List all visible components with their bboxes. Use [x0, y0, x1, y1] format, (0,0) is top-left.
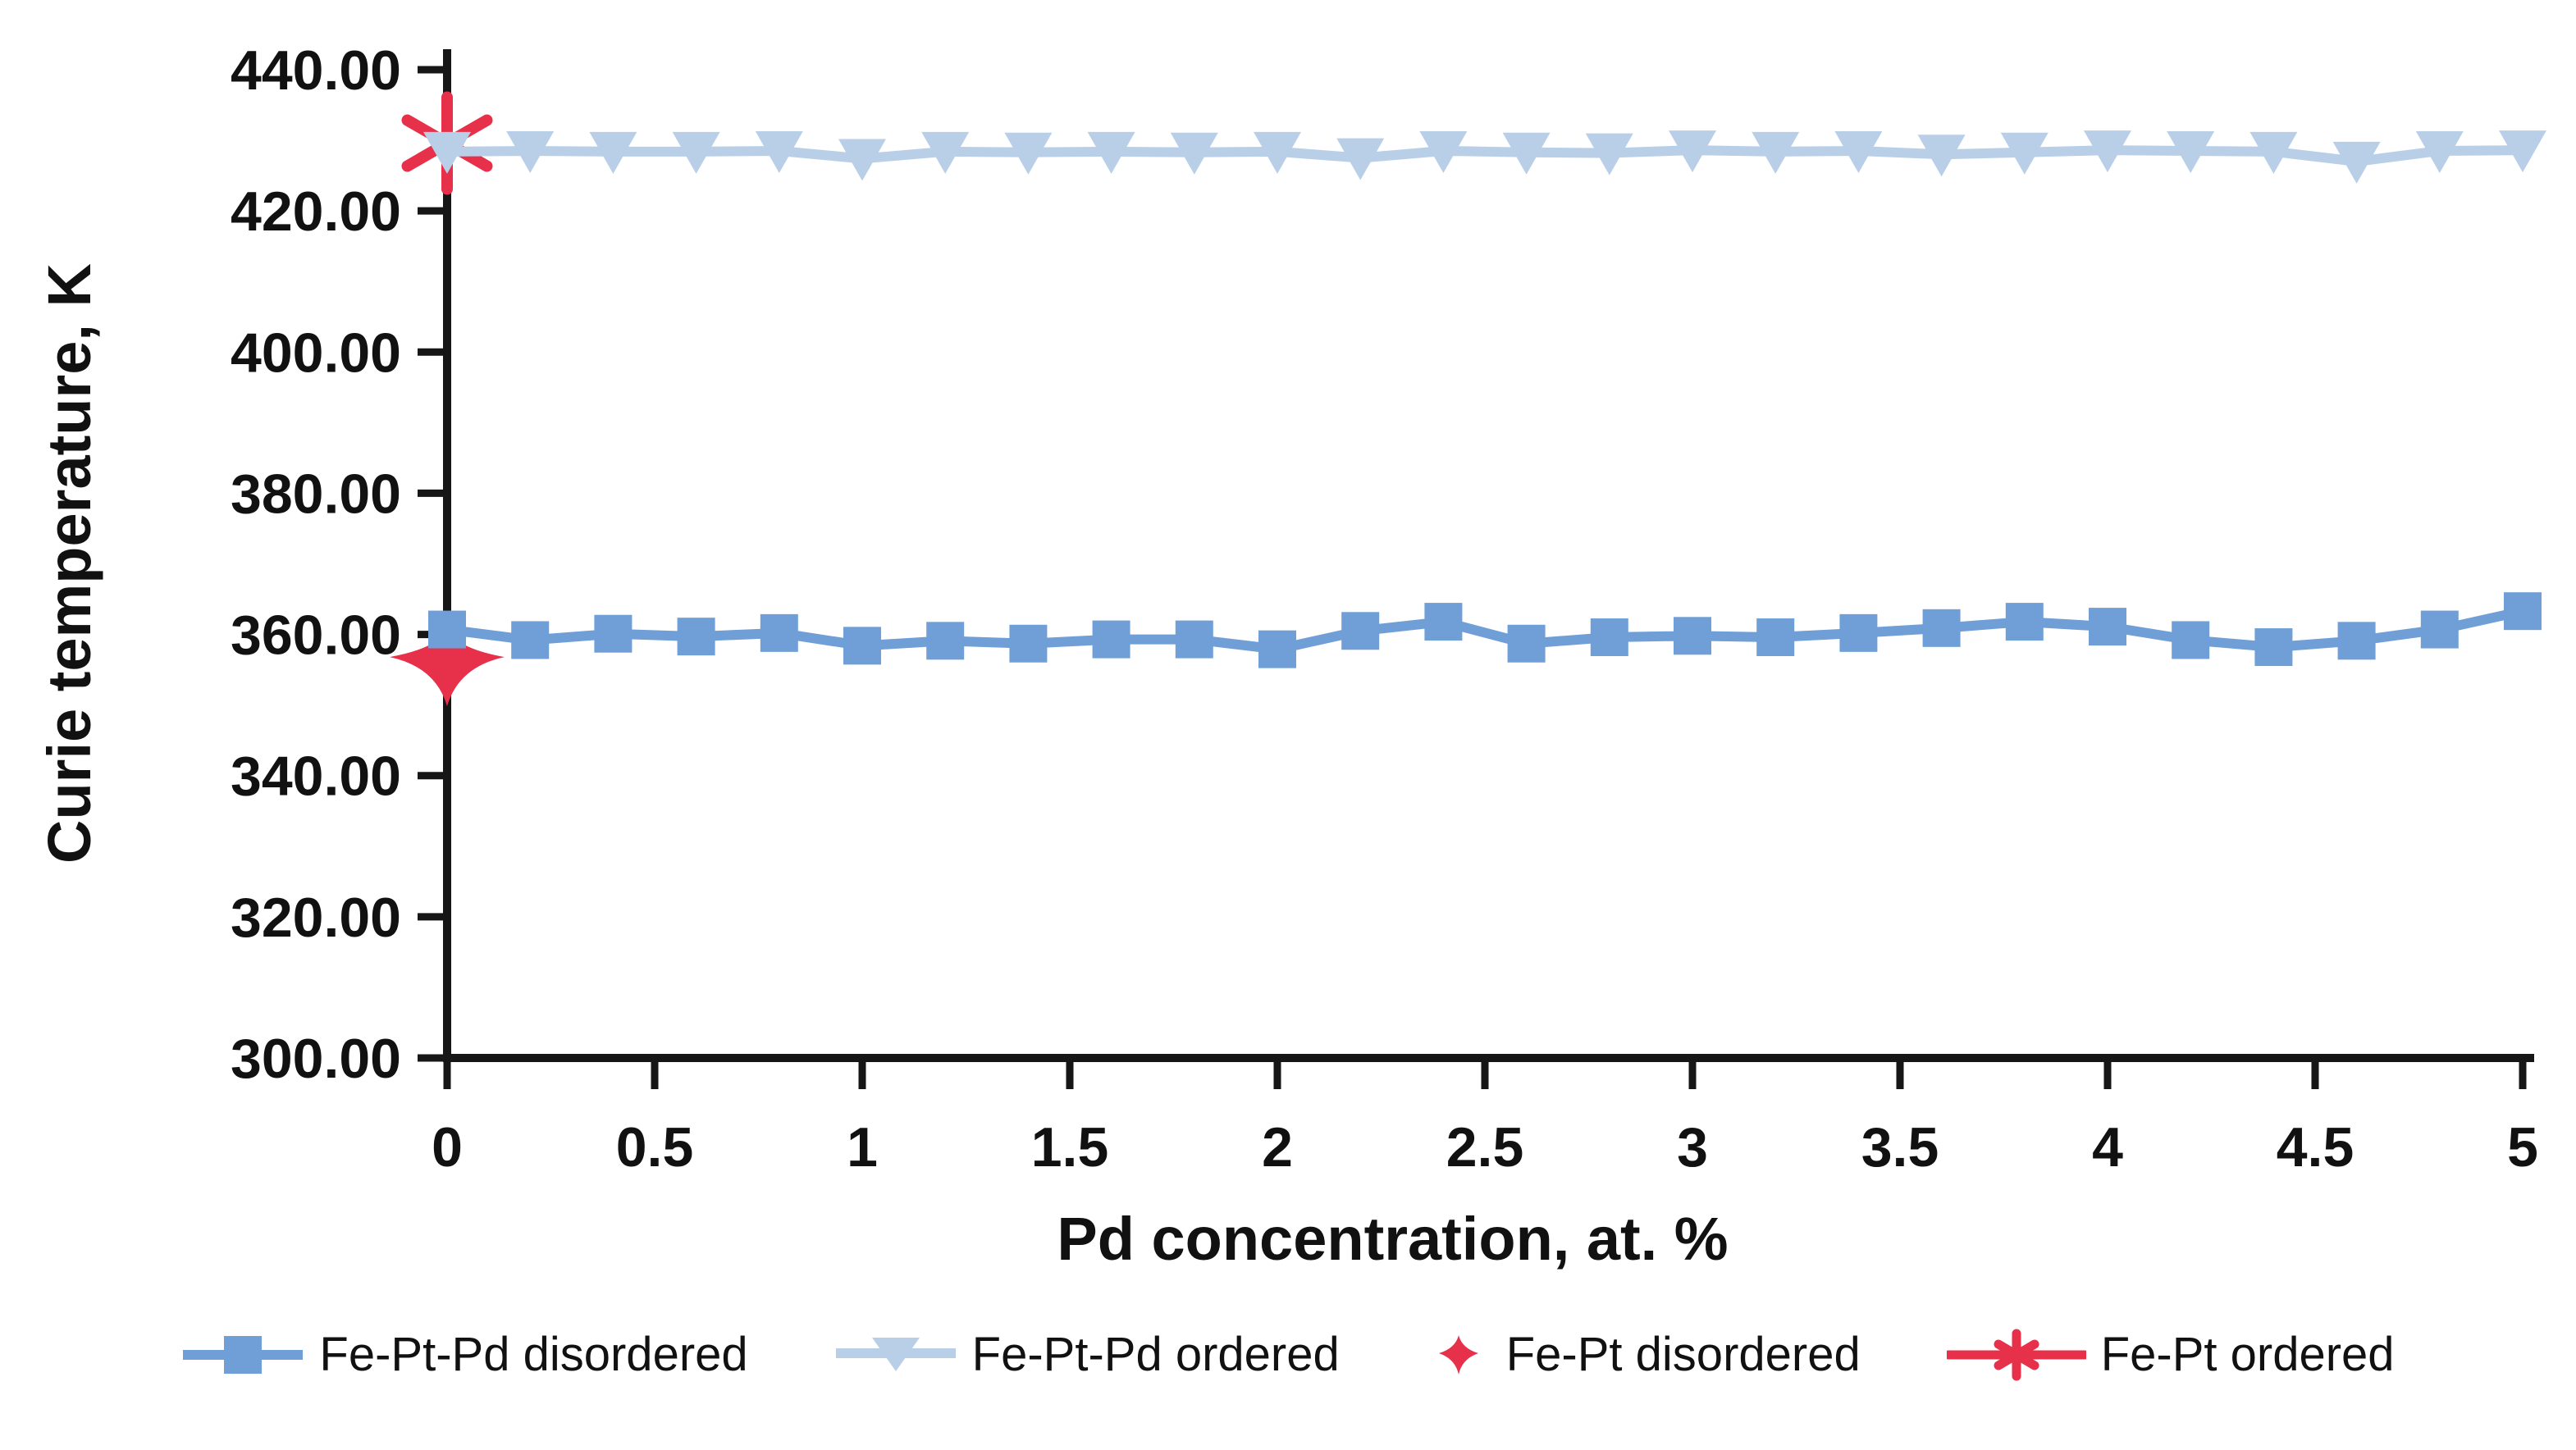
data-point-marker — [2005, 603, 2044, 641]
legend-marker-triangle-down-icon — [835, 1337, 956, 1371]
legend-item-fe-pt-pd-disordered: Fe-Pt-Pd disordered — [181, 1327, 748, 1382]
data-point-marker — [2504, 592, 2542, 631]
data-point-marker — [2415, 130, 2464, 173]
data-point-marker — [1258, 630, 1296, 668]
y-tick-label: 360.00 — [231, 604, 401, 667]
data-point-marker — [1585, 133, 1633, 176]
legend: Fe-Pt-Pd disordered Fe-Pt-Pd ordered Fe-… — [0, 1327, 2576, 1382]
data-point-marker — [2172, 621, 2210, 659]
x-tick-label: 0.5 — [616, 1116, 694, 1179]
legend-item-fe-pt-pd-ordered: Fe-Pt-Pd ordered — [834, 1327, 1340, 1382]
data-point-marker — [1917, 135, 1966, 177]
y-tick-label: 340.00 — [231, 746, 401, 808]
data-point-marker — [594, 614, 633, 653]
data-point-marker — [1669, 130, 1716, 173]
y-tick-label: 300.00 — [231, 1028, 401, 1090]
data-point-marker — [1424, 603, 1463, 641]
data-point-marker — [926, 622, 965, 660]
data-point-marker — [2084, 130, 2131, 173]
x-tick-label: 4 — [2092, 1116, 2123, 1179]
x-tick-label: 3.5 — [1861, 1116, 1939, 1179]
series-fe-pt-pd-ordered — [423, 130, 2546, 184]
data-point-marker — [1087, 131, 1135, 174]
data-point-marker — [1834, 130, 1883, 173]
x-tick-label: 4.5 — [2277, 1116, 2354, 1179]
data-point-marker — [677, 618, 715, 656]
x-tick-label: 2.5 — [1446, 1116, 1524, 1179]
data-point-marker — [1341, 612, 1380, 650]
data-point-marker — [511, 621, 550, 659]
legend-marker-square-icon — [183, 1335, 304, 1374]
y-axis-title: Curie temperature, K — [35, 263, 103, 864]
data-point-marker — [2420, 610, 2459, 649]
data-point-marker — [1502, 132, 1551, 175]
x-tick-label: 3 — [1677, 1116, 1708, 1179]
data-point-marker — [1170, 132, 1218, 175]
y-tick-label: 320.00 — [231, 887, 401, 949]
data-point-marker — [428, 610, 466, 649]
y-tick-label: 400.00 — [231, 321, 401, 384]
data-point-marker — [1004, 132, 1053, 175]
y-tick-label: 420.00 — [231, 180, 401, 243]
data-point-marker — [2249, 131, 2298, 174]
x-tick-label: 1.5 — [1031, 1116, 1109, 1179]
data-point-marker — [921, 131, 970, 174]
data-point-marker — [1254, 131, 1301, 174]
data-point-marker — [1752, 131, 1800, 174]
data-point-marker — [838, 139, 886, 181]
legend-item-fe-pt-ordered: Fe-Pt ordered — [1946, 1327, 2395, 1382]
series-line — [446, 606, 2524, 654]
data-point-marker — [589, 131, 637, 174]
data-point-marker — [1009, 624, 1048, 663]
data-point-marker — [1092, 620, 1130, 659]
data-point-marker — [1507, 624, 1546, 663]
series-line — [446, 145, 2523, 166]
data-point-marker — [1336, 138, 1385, 180]
data-point-marker — [1756, 618, 1795, 657]
data-point-marker — [2332, 141, 2381, 184]
series-fe-pt-pd-disordered — [428, 592, 2542, 668]
data-point-marker — [2000, 132, 2048, 175]
data-point-marker — [760, 613, 798, 652]
data-point-marker — [843, 627, 881, 665]
legend-label: Fe-Pt-Pd ordered — [971, 1328, 1340, 1381]
data-point-marker — [2167, 130, 2215, 173]
legend-label: Fe-Pt disordered — [1505, 1328, 1861, 1381]
x-tick-label: 0 — [432, 1116, 463, 1179]
data-point-marker — [1590, 618, 1628, 657]
x-tick-label: 1 — [847, 1116, 878, 1179]
y-tick-label: 380.00 — [231, 463, 401, 525]
data-point-marker — [2499, 130, 2546, 173]
x-tick-label: 2 — [1262, 1116, 1293, 1179]
axis-frame — [443, 49, 2534, 1062]
legend-item-fe-pt-disordered: Fe-Pt disordered — [1426, 1327, 1861, 1382]
data-point-marker — [1175, 620, 1213, 659]
data-point-marker — [2089, 608, 2126, 646]
data-point-marker — [390, 630, 505, 707]
legend-marker-asterisk-icon — [1946, 1329, 2086, 1380]
x-tick-label: 5 — [2507, 1116, 2538, 1179]
data-point-marker — [1839, 613, 1878, 652]
data-point-marker — [1674, 617, 1711, 655]
data-point-marker — [2337, 622, 2376, 660]
data-point-marker — [2254, 628, 2293, 667]
legend-marker-four-point-star-icon — [1438, 1334, 1478, 1375]
data-point-marker — [672, 131, 720, 174]
data-point-marker — [506, 130, 555, 173]
legend-label: Fe-Pt-Pd disordered — [319, 1328, 748, 1381]
series-fe-pt-disordered — [390, 630, 505, 707]
y-tick-label: 440.00 — [231, 39, 401, 102]
x-axis-title: Pd concentration, at. % — [1057, 1205, 1729, 1273]
data-point-marker — [423, 131, 471, 174]
data-point-marker — [1419, 130, 1468, 173]
data-point-marker — [1922, 609, 1961, 647]
data-point-marker — [755, 130, 803, 173]
legend-label: Fe-Pt ordered — [2100, 1328, 2395, 1381]
